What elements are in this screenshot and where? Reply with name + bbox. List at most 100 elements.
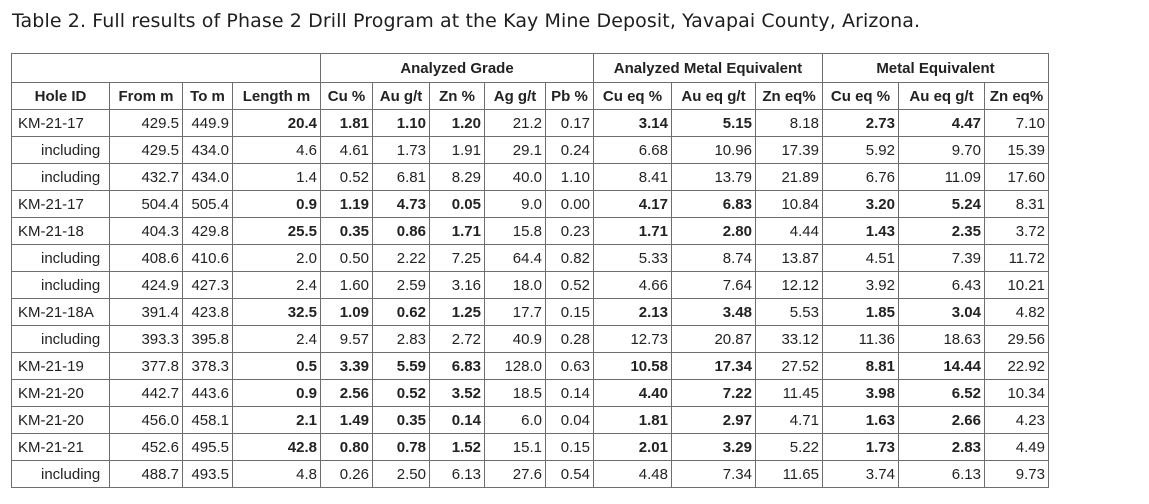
column-header-to: To m xyxy=(182,82,233,110)
to-cell: 423.8 xyxy=(182,298,233,326)
hole-id-cell: KM-21-18 xyxy=(11,217,110,245)
cu-eq-cell: 6.76 xyxy=(822,163,899,191)
hole-id-cell: including xyxy=(11,271,110,299)
zn-cell: 7.25 xyxy=(429,244,485,272)
zn-eq-cell: 4.49 xyxy=(984,433,1049,461)
analyzed-cu-eq-cell: 2.01 xyxy=(593,433,672,461)
length-cell: 2.4 xyxy=(232,271,321,299)
au-eq-cell: 2.35 xyxy=(898,217,985,245)
table-body: KM-21-17 429.5 449.9 20.4 1.81 1.10 1.20 21.2 0.… xyxy=(11,109,1049,488)
analyzed-zn-eq-cell: 13.87 xyxy=(755,244,823,272)
to-cell: 495.5 xyxy=(182,433,233,461)
pb-cell: 0.28 xyxy=(545,325,594,353)
zn-eq-cell: 29.56 xyxy=(984,325,1049,353)
analyzed-cu-eq-cell: 5.33 xyxy=(593,244,672,272)
table-caption: Table 2. Full results of Phase 2 Drill P… xyxy=(12,10,921,32)
cu-cell: 0.50 xyxy=(320,244,373,272)
cu-eq-cell: 1.43 xyxy=(822,217,899,245)
au-eq-cell: 2.83 xyxy=(898,433,985,461)
au-cell: 0.62 xyxy=(372,298,430,326)
pb-cell: 1.10 xyxy=(545,163,594,191)
pb-cell: 0.14 xyxy=(545,379,594,407)
analyzed-au-eq-cell: 10.96 xyxy=(671,136,756,164)
table-row: KM-21-18A 391.4 423.8 32.5 1.09 0.62 1.25 17.7 0… xyxy=(11,298,1049,326)
analyzed-zn-eq-cell: 11.45 xyxy=(755,379,823,407)
analyzed-zn-eq-cell: 33.12 xyxy=(755,325,823,353)
column-header-hole-id: Hole ID xyxy=(11,82,110,110)
from-cell: 408.6 xyxy=(109,244,183,272)
column-header-analyzed-zn-eq: Zn eq% xyxy=(755,82,823,110)
column-header-length: Length m xyxy=(232,82,321,110)
table-row: including 488.7 493.5 4.8 0.26 2.50 6.13 27.6 0.… xyxy=(11,460,1049,488)
to-cell: 395.8 xyxy=(182,325,233,353)
from-cell: 404.3 xyxy=(109,217,183,245)
from-cell: 429.5 xyxy=(109,109,183,137)
ag-cell: 18.5 xyxy=(484,379,546,407)
group-header-metal-equivalent: Metal Equivalent xyxy=(822,53,1049,83)
cu-eq-cell: 3.20 xyxy=(822,190,899,218)
au-cell: 6.81 xyxy=(372,163,430,191)
au-eq-cell: 3.04 xyxy=(898,298,985,326)
length-cell: 32.5 xyxy=(232,298,321,326)
ag-cell: 21.2 xyxy=(484,109,546,137)
analyzed-au-eq-cell: 7.22 xyxy=(671,379,756,407)
to-cell: 429.8 xyxy=(182,217,233,245)
zn-eq-cell: 17.60 xyxy=(984,163,1049,191)
hole-id-cell: including xyxy=(11,163,110,191)
to-cell: 427.3 xyxy=(182,271,233,299)
ag-cell: 18.0 xyxy=(484,271,546,299)
analyzed-zn-eq-cell: 17.39 xyxy=(755,136,823,164)
cu-cell: 2.56 xyxy=(320,379,373,407)
analyzed-au-eq-cell: 2.97 xyxy=(671,406,756,434)
hole-id-cell: KM-21-21 xyxy=(11,433,110,461)
hole-id-cell: KM-21-20 xyxy=(11,406,110,434)
length-cell: 4.6 xyxy=(232,136,321,164)
pb-cell: 0.23 xyxy=(545,217,594,245)
column-header-analyzed-cu-eq: Cu eq % xyxy=(593,82,672,110)
pb-cell: 0.17 xyxy=(545,109,594,137)
pb-cell: 0.00 xyxy=(545,190,594,218)
pb-cell: 0.15 xyxy=(545,298,594,326)
zn-eq-cell: 10.21 xyxy=(984,271,1049,299)
cu-cell: 1.49 xyxy=(320,406,373,434)
cu-cell: 0.26 xyxy=(320,460,373,488)
au-cell: 0.35 xyxy=(372,406,430,434)
hole-id-cell: KM-21-17 xyxy=(11,109,110,137)
hole-id-cell: KM-21-18A xyxy=(11,298,110,326)
column-header-cu-eq: Cu eq % xyxy=(822,82,899,110)
analyzed-cu-eq-cell: 1.71 xyxy=(593,217,672,245)
pb-cell: 0.24 xyxy=(545,136,594,164)
analyzed-au-eq-cell: 2.80 xyxy=(671,217,756,245)
from-cell: 504.4 xyxy=(109,190,183,218)
hole-id-cell: including xyxy=(11,244,110,272)
table-row: KM-21-17 504.4 505.4 0.9 1.19 4.73 0.05 9.0 0.00… xyxy=(11,190,1049,218)
cu-eq-cell: 11.36 xyxy=(822,325,899,353)
group-header-analyzed-metal-equivalent: Analyzed Metal Equivalent xyxy=(593,53,823,83)
zn-cell: 6.13 xyxy=(429,460,485,488)
from-cell: 424.9 xyxy=(109,271,183,299)
zn-cell: 0.14 xyxy=(429,406,485,434)
au-eq-cell: 9.70 xyxy=(898,136,985,164)
group-header-row: Analyzed Grade Analyzed Metal Equivalent… xyxy=(11,53,1049,83)
zn-cell: 1.91 xyxy=(429,136,485,164)
hole-id-cell: KM-21-20 xyxy=(11,379,110,407)
au-eq-cell: 7.39 xyxy=(898,244,985,272)
cu-cell: 0.35 xyxy=(320,217,373,245)
ag-cell: 40.9 xyxy=(484,325,546,353)
ag-cell: 15.8 xyxy=(484,217,546,245)
from-cell: 442.7 xyxy=(109,379,183,407)
analyzed-au-eq-cell: 20.87 xyxy=(671,325,756,353)
analyzed-zn-eq-cell: 4.44 xyxy=(755,217,823,245)
analyzed-cu-eq-cell: 3.14 xyxy=(593,109,672,137)
to-cell: 458.1 xyxy=(182,406,233,434)
au-cell: 5.59 xyxy=(372,352,430,380)
au-eq-cell: 2.66 xyxy=(898,406,985,434)
cu-cell: 1.81 xyxy=(320,109,373,137)
table-row: KM-21-20 442.7 443.6 0.9 2.56 0.52 3.52 18.5 0.1… xyxy=(11,379,1049,407)
au-eq-cell: 14.44 xyxy=(898,352,985,380)
analyzed-zn-eq-cell: 11.65 xyxy=(755,460,823,488)
drill-results-table: Analyzed Grade Analyzed Metal Equivalent… xyxy=(11,53,1049,488)
au-eq-cell: 4.47 xyxy=(898,109,985,137)
from-cell: 488.7 xyxy=(109,460,183,488)
column-header-pb: Pb % xyxy=(545,82,594,110)
